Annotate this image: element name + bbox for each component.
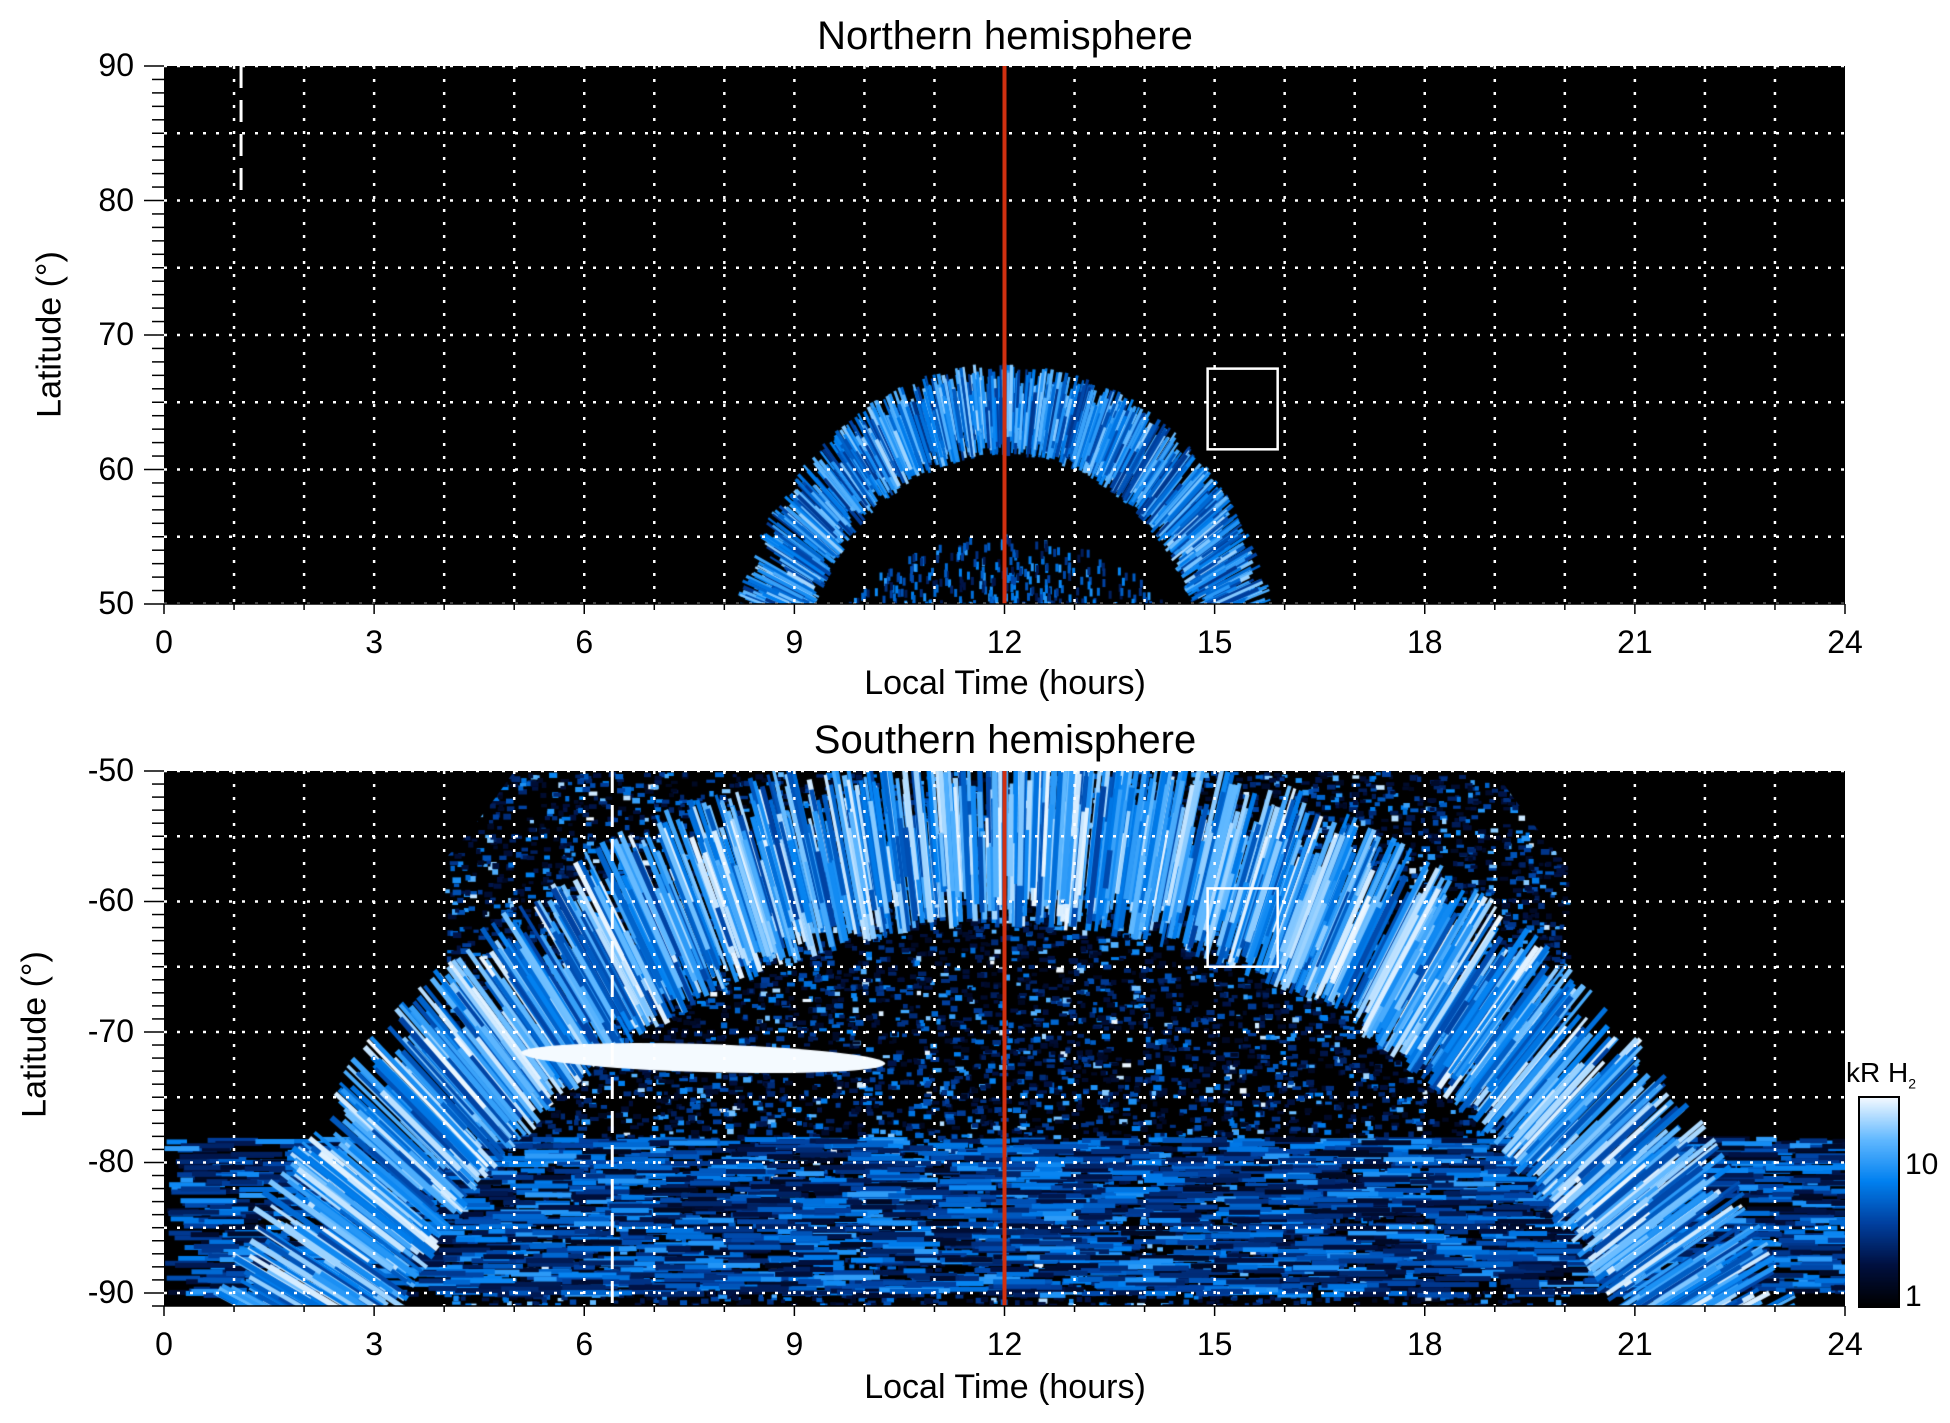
x-tick-label: 0: [155, 624, 173, 660]
x-tick-label: 3: [365, 1326, 384, 1362]
north-xlabel: Local Time (hours): [864, 664, 1146, 702]
y-tick-label: -50: [87, 752, 134, 788]
south-title: Southern hemisphere: [813, 718, 1197, 762]
x-tick-label: 21: [1617, 624, 1653, 660]
south-xlabel: Local Time (hours): [864, 1368, 1146, 1406]
y-tick-label: 80: [98, 181, 134, 218]
region-box: [1206, 367, 1279, 451]
x-tick-label: 6: [575, 1326, 594, 1362]
colorbar-label: kR H2: [1846, 1057, 1917, 1092]
x-tick-label: 21: [1617, 1326, 1653, 1362]
x-tick-label: 12: [986, 1326, 1023, 1362]
y-tick-label: 50: [98, 585, 134, 621]
y-tick-label: 60: [98, 450, 134, 487]
y-tick-label: 70: [98, 316, 134, 352]
x-tick-label: 12: [986, 624, 1023, 660]
x-tick-label: 24: [1827, 624, 1863, 660]
y-tick-label: -60: [87, 882, 134, 919]
colorbar: [1858, 1096, 1900, 1308]
x-tick-label: 6: [575, 624, 594, 660]
x-tick-label: 9: [785, 624, 804, 660]
x-tick-label: 3: [365, 624, 384, 660]
x-tick-label: 9: [785, 1326, 804, 1362]
x-tick-label: 24: [1827, 1326, 1863, 1362]
x-tick-label: 15: [1196, 624, 1233, 660]
y-tick-label: -90: [87, 1273, 134, 1310]
north-title: Northern hemisphere: [817, 14, 1193, 58]
x-tick-label: 18: [1406, 1326, 1443, 1362]
y-tick-label: -70: [87, 1012, 134, 1049]
x-tick-label: 18: [1406, 624, 1443, 660]
x-tick-label: 0: [155, 1326, 173, 1362]
colorbar-tick-10: 10: [1905, 1148, 1939, 1181]
x-tick-label: 15: [1196, 1326, 1233, 1362]
colorbar-tick-1: 1: [1905, 1280, 1922, 1313]
y-tick-label: 90: [98, 47, 134, 83]
y-tick-label: -80: [87, 1143, 134, 1180]
region-box: [1206, 887, 1279, 968]
